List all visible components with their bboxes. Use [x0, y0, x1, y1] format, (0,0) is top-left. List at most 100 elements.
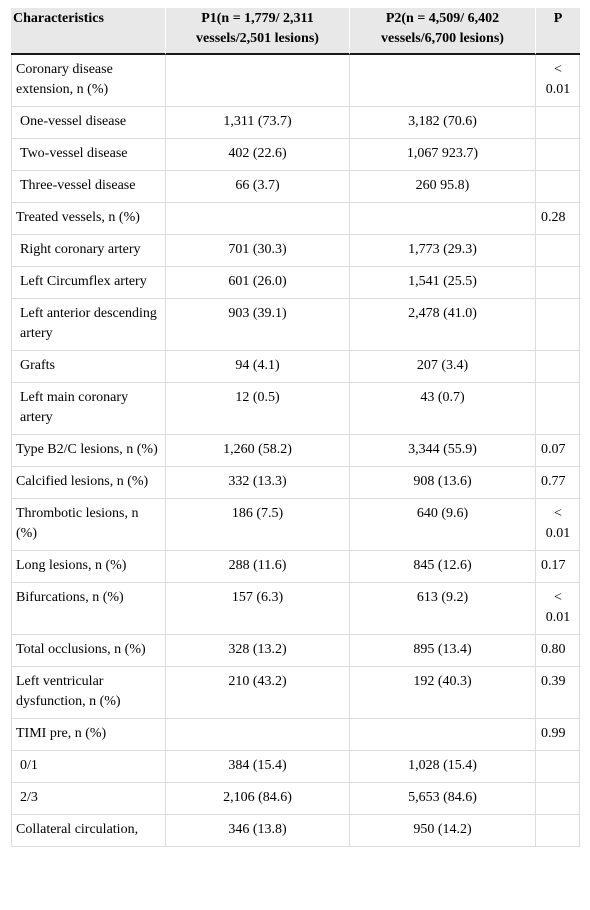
table-row: Right coronary artery 701 (30.3) 1,773 (29…: [11, 235, 580, 267]
cell-p1: [165, 55, 349, 107]
cell-p2: 43 (0.7): [349, 383, 535, 435]
cell-p2: 613 (9.2): [349, 583, 535, 635]
table-row: Grafts 94 (4.1) 207 (3.4): [11, 351, 580, 383]
cell-p2: 845 (12.6): [349, 551, 535, 583]
table-row: Long lesions, n (%) 288 (11.6) 845 (12.6) 0…: [11, 551, 580, 583]
cell-p2: 908 (13.6): [349, 467, 535, 499]
cell-p2: [349, 55, 535, 107]
cell-p1: 601 (26.0): [165, 267, 349, 299]
table-row: Calcified lesions, n (%) 332 (13.3) 908 (1…: [11, 467, 580, 499]
cell-p-value: [535, 235, 580, 267]
cell-p1: [165, 719, 349, 751]
table-header: Characteristics P1(n = 1,779/ 2,311 vess…: [11, 8, 580, 55]
row-label: Two-vessel disease: [11, 139, 165, 171]
cell-p2: 260 95.8): [349, 171, 535, 203]
cell-p-value: 0.99: [535, 719, 580, 751]
table-row: Bifurcations, n (%) 157 (6.3) 613 (9.2) < 0…: [11, 583, 580, 635]
cell-p1: 1,260 (58.2): [165, 435, 349, 467]
cell-p1: 402 (22.6): [165, 139, 349, 171]
cell-p1: 210 (43.2): [165, 667, 349, 719]
cell-p2: 3,182 (70.6): [349, 107, 535, 139]
row-label: Type B2/C lesions, n (%): [11, 435, 165, 467]
row-label: Long lesions, n (%): [11, 551, 165, 583]
row-label: Calcified lesions, n (%): [11, 467, 165, 499]
table-row: Left anterior descending artery 903 (39.1…: [11, 299, 580, 351]
cell-p2: 2,478 (41.0): [349, 299, 535, 351]
table-row: TIMI pre, n (%) 0.99: [11, 719, 580, 751]
row-label: Collateral circulation,: [11, 815, 165, 847]
row-label: 0/1: [11, 751, 165, 783]
cell-p2: 207 (3.4): [349, 351, 535, 383]
table-row: Left main coronary artery 12 (0.5) 43 (0.7…: [11, 383, 580, 435]
cell-p-value: < 0.01: [535, 499, 580, 551]
table-row: Left ventricular dysfunction, n (%) 210 (…: [11, 667, 580, 719]
row-label: Total occlusions, n (%): [11, 635, 165, 667]
row-label: Three-vessel disease: [11, 171, 165, 203]
cell-p-value: 0.17: [535, 551, 580, 583]
cell-p2: 1,028 (15.4): [349, 751, 535, 783]
row-label: 2/3: [11, 783, 165, 815]
cell-p-value: [535, 383, 580, 435]
cell-p1: 66 (3.7): [165, 171, 349, 203]
cell-p2: 5,653 (84.6): [349, 783, 535, 815]
cell-p1: 157 (6.3): [165, 583, 349, 635]
cell-p-value: [535, 751, 580, 783]
cell-p-value: < 0.01: [535, 55, 580, 107]
row-label: Bifurcations, n (%): [11, 583, 165, 635]
row-label: Left main coronary artery: [11, 383, 165, 435]
cell-p1: 346 (13.8): [165, 815, 349, 847]
cell-p1: 903 (39.1): [165, 299, 349, 351]
header-p1: P1(n = 1,779/ 2,311 vessels/2,501 lesion…: [165, 8, 349, 55]
cell-p1: 288 (11.6): [165, 551, 349, 583]
header-characteristics: Characteristics: [11, 8, 165, 55]
table-row: Three-vessel disease 66 (3.7) 260 95.8): [11, 171, 580, 203]
table-row: Coronary disease extension, n (%) < 0.01: [11, 55, 580, 107]
cell-p1: 384 (15.4): [165, 751, 349, 783]
table-body: Coronary disease extension, n (%) < 0.01 O…: [11, 55, 580, 847]
table-row: Type B2/C lesions, n (%) 1,260 (58.2) 3,34…: [11, 435, 580, 467]
cell-p-value: 0.07: [535, 435, 580, 467]
cell-p2: [349, 203, 535, 235]
cell-p1: 2,106 (84.6): [165, 783, 349, 815]
cell-p-value: [535, 139, 580, 171]
cell-p1: 12 (0.5): [165, 383, 349, 435]
table-row: 2/3 2,106 (84.6) 5,653 (84.6): [11, 783, 580, 815]
row-label: Thrombotic lesions, n (%): [11, 499, 165, 551]
cell-p-value: [535, 815, 580, 847]
header-p2: P2(n = 4,509/ 6,402 vessels/6,700 lesion…: [349, 8, 535, 55]
row-label: Grafts: [11, 351, 165, 383]
row-label: Left anterior descending artery: [11, 299, 165, 351]
cell-p2: 1,773 (29.3): [349, 235, 535, 267]
row-label: TIMI pre, n (%): [11, 719, 165, 751]
table-row: Collateral circulation, 346 (13.8) 950 (14…: [11, 815, 580, 847]
table-row: Treated vessels, n (%) 0.28: [11, 203, 580, 235]
row-label: Coronary disease extension, n (%): [11, 55, 165, 107]
row-label: One-vessel disease: [11, 107, 165, 139]
row-label: Left ventricular dysfunction, n (%): [11, 667, 165, 719]
table-row: Thrombotic lesions, n (%) 186 (7.5) 640 (9…: [11, 499, 580, 551]
cell-p1: 332 (13.3): [165, 467, 349, 499]
header-row: Characteristics P1(n = 1,779/ 2,311 vess…: [11, 8, 580, 55]
cell-p-value: [535, 351, 580, 383]
cell-p-value: [535, 171, 580, 203]
cell-p2: 640 (9.6): [349, 499, 535, 551]
cell-p1: [165, 203, 349, 235]
table-row: One-vessel disease 1,311 (73.7) 3,182 (70.…: [11, 107, 580, 139]
cell-p2: 895 (13.4): [349, 635, 535, 667]
cell-p2: 1,541 (25.5): [349, 267, 535, 299]
cell-p2: 3,344 (55.9): [349, 435, 535, 467]
cell-p-value: [535, 299, 580, 351]
cell-p-value: 0.80: [535, 635, 580, 667]
cell-p2: 950 (14.2): [349, 815, 535, 847]
cell-p-value: 0.28: [535, 203, 580, 235]
cell-p2: 1,067 923.7): [349, 139, 535, 171]
table-row: Total occlusions, n (%) 328 (13.2) 895 (13…: [11, 635, 580, 667]
row-label: Treated vessels, n (%): [11, 203, 165, 235]
table-row: Two-vessel disease 402 (22.6) 1,067 923.7): [11, 139, 580, 171]
characteristics-table: Characteristics P1(n = 1,779/ 2,311 vess…: [11, 8, 580, 847]
cell-p2: 192 (40.3): [349, 667, 535, 719]
cell-p-value: [535, 783, 580, 815]
table-row: 0/1 384 (15.4) 1,028 (15.4): [11, 751, 580, 783]
cell-p1: 186 (7.5): [165, 499, 349, 551]
